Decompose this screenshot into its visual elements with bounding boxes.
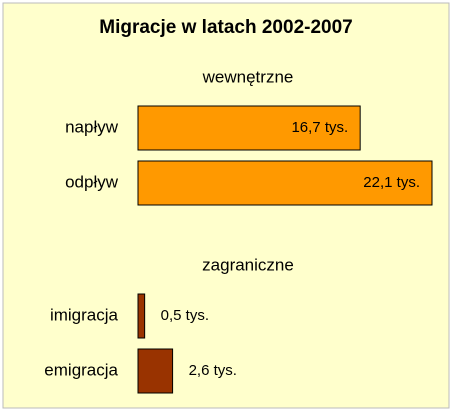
category-label: imigracja <box>50 305 119 324</box>
chart-title: Migracje w latach 2002-2007 <box>99 17 352 38</box>
category-label: odpływ <box>65 172 119 191</box>
bar <box>137 348 174 394</box>
value-label: 0,5 tys. <box>161 307 209 324</box>
category-label: emigracja <box>44 360 118 379</box>
panel-title: zagraniczne <box>202 255 294 274</box>
bar <box>137 105 361 151</box>
value-label: 2,6 tys. <box>189 362 237 379</box>
bar <box>137 293 146 339</box>
value-label: 16,7 tys. <box>291 119 348 136</box>
value-label: 22,1 tys. <box>363 174 420 191</box>
category-label: napływ <box>65 117 119 136</box>
bar <box>137 160 433 206</box>
panel-title: wewnętrzne <box>202 67 294 86</box>
